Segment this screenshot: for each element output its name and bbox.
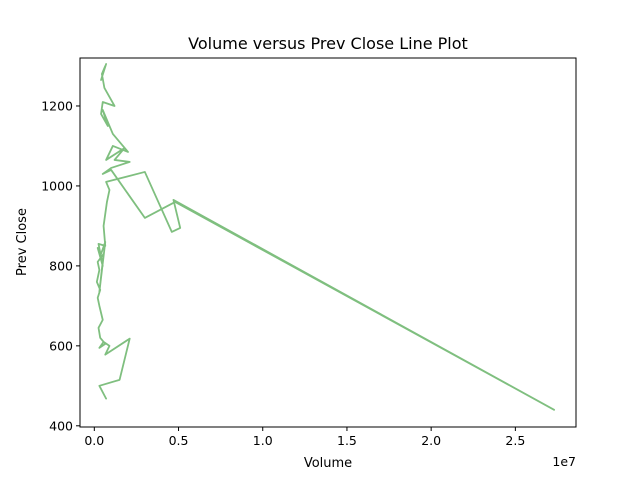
y-axis-ticks: 400 600 800 1000 1200: [41, 98, 80, 433]
x-axis-ticks: 0.0 0.5 1.0 1.5 2.0 2.5: [84, 427, 525, 448]
y-tick-label: 1000: [41, 178, 73, 193]
x-tick-label: 1.5: [337, 433, 357, 448]
x-tick-label: 0.5: [169, 433, 189, 448]
y-axis-label: Prev Close: [15, 208, 30, 276]
chart-title: Volume versus Prev Close Line Plot: [188, 34, 468, 53]
x-tick-label: 1.0: [253, 433, 273, 448]
y-tick-label: 800: [49, 258, 73, 273]
x-tick-label: 0.0: [84, 433, 104, 448]
x-axis-label: Volume: [304, 456, 352, 471]
plot-frame: [79, 57, 577, 428]
x-tick-label: 2.5: [505, 433, 525, 448]
y-tick-label: 1200: [41, 98, 73, 113]
x-axis-offset-label: 1e7: [552, 454, 576, 469]
plot-area: [95, 63, 556, 411]
y-tick-label: 400: [49, 418, 73, 433]
series-line-0: [95, 63, 556, 411]
y-tick-label: 600: [49, 338, 73, 353]
x-tick-label: 2.0: [421, 433, 441, 448]
